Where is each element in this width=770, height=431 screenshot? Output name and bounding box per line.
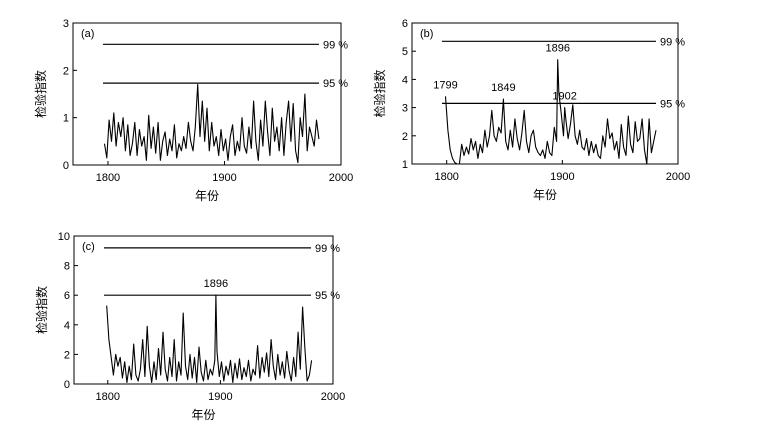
x-tick-label: 1800: [434, 171, 458, 183]
x-axis-label: 年份: [533, 188, 557, 202]
x-tick-label: 1900: [208, 391, 232, 403]
panel-label: (a): [81, 28, 94, 40]
series-line: [103, 83, 320, 164]
y-tick-label: 8: [64, 261, 70, 273]
chart-panel-2: 1 2 3 4 5 6 1800 1900 2000 年份 检验指数 (b) 99 % 95 % 1799 1…: [372, 18, 690, 202]
y-tick-label: 6: [64, 290, 70, 302]
y-tick-label: 4: [64, 320, 70, 332]
plot-frame: [73, 235, 334, 385]
x-tick-label: 1800: [96, 391, 120, 403]
plot-frame: [411, 22, 679, 165]
y-tick-label: 0: [63, 160, 69, 172]
reference-line-label: 99 %: [660, 36, 685, 48]
x-tick-label: 2000: [321, 391, 345, 403]
y-axis-label: 检验指数: [34, 286, 49, 334]
y-tick-label: 0: [64, 379, 70, 391]
reference-line-label: 95 %: [660, 98, 685, 110]
y-tick-label: 2: [63, 65, 69, 77]
x-tick-label: 2000: [666, 171, 690, 183]
annotation-label: 1849: [491, 82, 515, 94]
reference-line-label: 95 %: [323, 78, 348, 90]
annotation-label: 1896: [545, 43, 569, 55]
y-axis-label: 检验指数: [372, 69, 387, 117]
reference-line-label: 99 %: [315, 243, 340, 255]
y-tick-label: 5: [402, 46, 408, 58]
annotation-label: 1799: [433, 79, 457, 91]
series-line: [106, 294, 313, 384]
x-tick-label: 1900: [550, 171, 574, 183]
reference-line-label: 99 %: [323, 39, 348, 51]
y-tick-label: 1: [63, 113, 69, 125]
y-tick-label: 6: [402, 18, 408, 30]
x-tick-label: 1800: [96, 172, 120, 184]
y-tick-label: 2: [64, 349, 70, 361]
reference-line-label: 95 %: [315, 290, 340, 302]
x-axis-label: 年份: [195, 189, 219, 203]
plot-frame: [72, 22, 342, 166]
panel-label: (b): [420, 28, 433, 40]
series-line: [444, 59, 657, 165]
y-tick-label: 1: [402, 159, 408, 171]
y-tick-label: 2: [402, 131, 408, 143]
x-axis-label: 年份: [191, 408, 215, 422]
y-tick-label: 4: [402, 74, 408, 86]
panel-label: (c): [82, 241, 95, 253]
annotation-label: 1896: [204, 278, 228, 290]
annotation-label: 1902: [552, 91, 576, 103]
chart-panel-1: 0 1 2 3 1800 1900 2000 年份 检验指数 (a) 99 % 95 %: [33, 18, 353, 203]
x-tick-label: 1900: [212, 172, 236, 184]
x-tick-label: 2000: [329, 172, 353, 184]
y-tick-label: 10: [58, 231, 70, 243]
y-tick-label: 3: [63, 18, 69, 30]
y-axis-label: 检验指数: [33, 70, 48, 118]
chart-panel-3: 0 2 4 6 8 10 1800 1900 2000 年份 检验指数 (c) 99 % 95 % 1896: [34, 231, 345, 422]
y-tick-label: 3: [402, 103, 408, 115]
